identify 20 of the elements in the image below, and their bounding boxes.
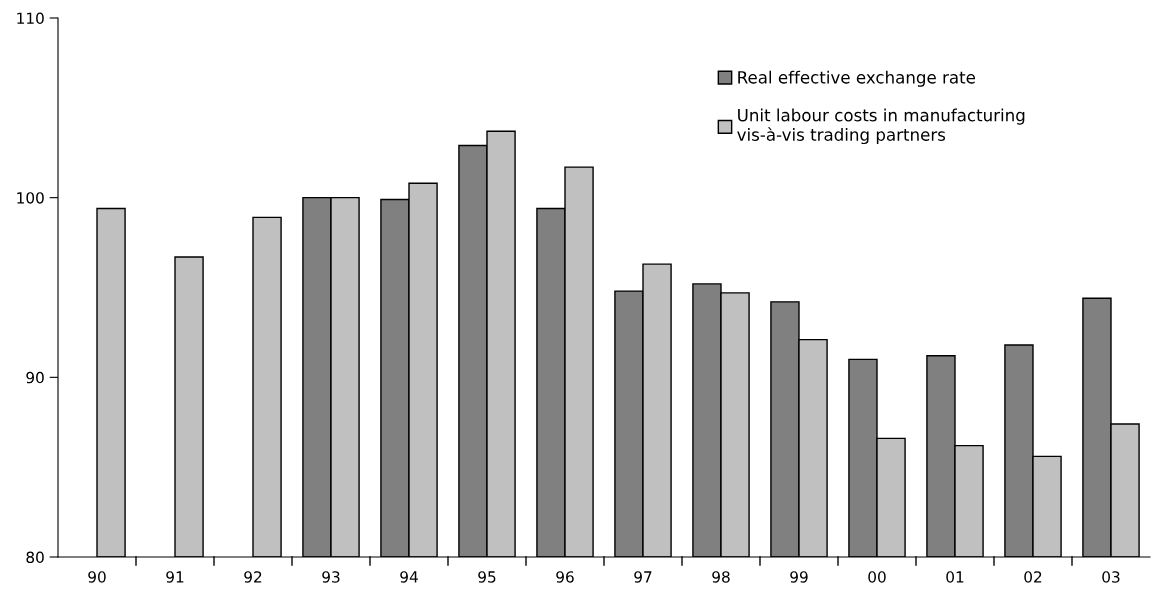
x-tick-label: 93 (322, 571, 340, 583)
y-tick-label: 100 (17, 192, 44, 204)
x-tick-label: 02 (1024, 571, 1042, 583)
x-tick-label: 97 (634, 571, 652, 583)
x-tick-label: 03 (1102, 571, 1120, 583)
x-tick-label: 00 (868, 571, 886, 583)
x-tick-label: 91 (166, 571, 184, 583)
x-tick-label: 94 (400, 571, 418, 583)
legend-label: Unit labour costs in manufacturing vis-à-vis trading partners (737, 108, 1025, 145)
legend-label: Real effective exchange rate (738, 70, 976, 87)
x-tick-label: 92 (244, 571, 262, 583)
x-tick-label: 01 (946, 571, 964, 583)
y-tick-label: 90 (26, 371, 44, 384)
y-tick-label: 110 (17, 12, 44, 25)
x-tick-label: 90 (88, 571, 106, 583)
x-tick-label: 99 (790, 571, 808, 583)
x-tick-label: 95 (478, 571, 496, 583)
x-tick-label: 98 (712, 571, 730, 583)
y-tick-label: 80 (26, 551, 44, 564)
x-tick-label: 96 (556, 571, 574, 583)
